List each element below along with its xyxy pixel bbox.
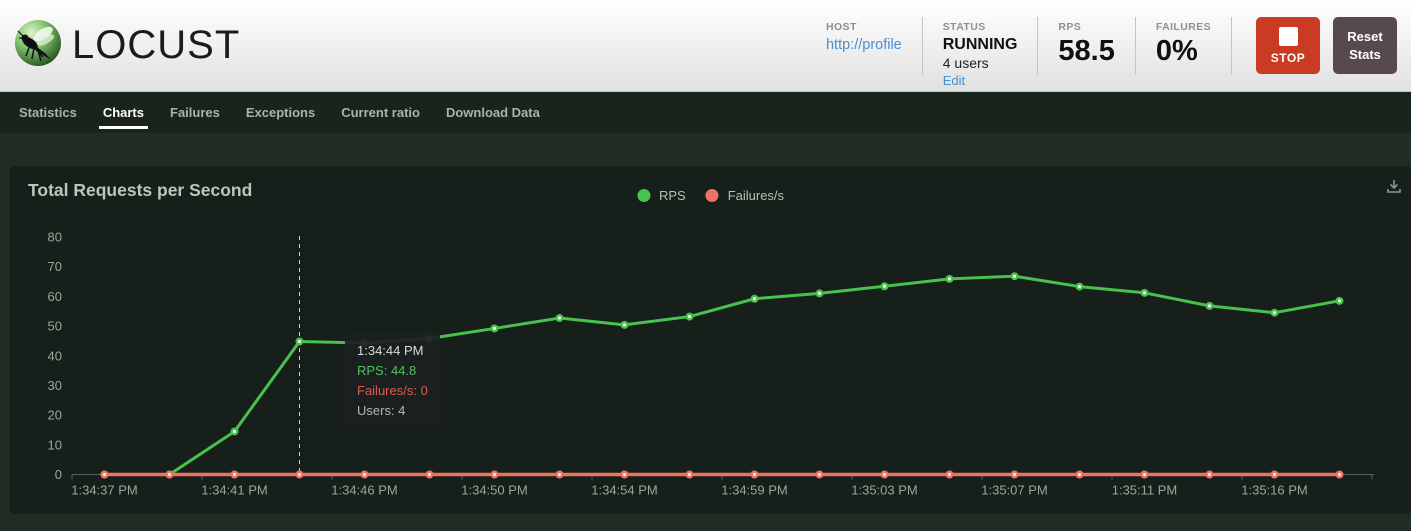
- top-bar: LOCUST HOST http://profile STATUS RUNNIN…: [0, 0, 1411, 92]
- y-axis-tick-label: 20: [48, 408, 62, 423]
- data-point-center-Failures/s: [1142, 472, 1147, 477]
- locust-logo-icon: [14, 19, 62, 72]
- rps-info: RPS 58.5: [1038, 16, 1136, 75]
- content-area: Total Requests per Second RPS Failures/s…: [0, 133, 1411, 531]
- status-label: STATUS: [942, 20, 986, 33]
- y-axis-tick-label: 70: [48, 259, 62, 274]
- data-point-center-Failures/s: [232, 472, 237, 477]
- host-link[interactable]: http://profile: [825, 36, 902, 53]
- data-point-center-Failures/s: [167, 472, 172, 477]
- host-info: HOST http://profile: [806, 16, 923, 75]
- data-point-center-Failures/s: [687, 472, 692, 477]
- data-point-center-Failures/s: [817, 472, 822, 477]
- x-axis-tick-label: 1:34:50 PM: [461, 483, 528, 498]
- status-users: 4 users: [942, 54, 989, 71]
- data-point-center-RPS: [362, 341, 367, 345]
- y-axis-tick-label: 0: [55, 467, 62, 482]
- data-point-center-RPS: [817, 291, 822, 296]
- tab-current-ratio[interactable]: Current ratio: [341, 105, 420, 120]
- chart-panel: Total Requests per Second RPS Failures/s…: [10, 166, 1411, 514]
- y-axis-tick-label: 50: [48, 319, 62, 334]
- x-axis-tick-label: 1:34:46 PM: [331, 483, 398, 498]
- data-point-center-RPS: [687, 314, 692, 319]
- host-label: HOST: [825, 20, 857, 33]
- status-info: STATUS RUNNING 4 users Edit: [923, 16, 1039, 88]
- data-point-center-Failures/s: [1077, 472, 1082, 477]
- stop-square-icon: [1278, 26, 1298, 46]
- rps-chart[interactable]: 0 10 20 30 40 50 60 70 80 1:34:37 PM 1:34:41 PM 1:3…: [10, 166, 1411, 514]
- data-point-center-Failures/s: [427, 472, 432, 477]
- chart-legend: RPS Failures/s: [636, 188, 784, 203]
- chart-title: Total Requests per Second: [28, 180, 253, 200]
- logo: LOCUST: [14, 19, 240, 72]
- data-point-center-RPS: [1272, 311, 1277, 315]
- data-point-center-RPS: [947, 277, 952, 281]
- stop-button[interactable]: STOP: [1256, 17, 1320, 74]
- failures-value: 0%: [1155, 34, 1198, 67]
- rps-value: 58.5: [1058, 34, 1115, 67]
- x-axis-tick-label: 1:35:11 PM: [1112, 483, 1178, 498]
- rps-label: RPS: [1058, 20, 1082, 33]
- y-axis-tick-label: 40: [48, 348, 62, 363]
- rps-legend-dot-icon: [636, 189, 650, 202]
- y-axis-tick-label: 60: [48, 289, 62, 304]
- y-axis-tick-label: 10: [48, 437, 62, 452]
- edit-link[interactable]: Edit: [942, 72, 966, 88]
- failures-label: FAILURES: [1155, 20, 1211, 33]
- data-point-center-RPS: [232, 429, 237, 434]
- x-axis-tick-label: 1:35:03 PM: [851, 483, 918, 498]
- data-point-center-RPS: [1337, 299, 1342, 303]
- tab-download-data[interactable]: Download Data: [445, 105, 540, 120]
- data-point-center-Failures/s: [557, 472, 562, 477]
- chart-area: 0 10 20 30 40 50 60 70 80 1:34:37 PM 1:34:41 PM 1:3…: [10, 166, 1411, 514]
- data-point-center-RPS: [622, 323, 627, 327]
- data-point-center-RPS: [492, 326, 497, 331]
- tab-charts[interactable]: Charts: [90, 92, 157, 133]
- data-point-center-Failures/s: [102, 472, 107, 477]
- header-stats: HOST http://profile STATUS RUNNING 4 use…: [806, 16, 1397, 88]
- app-title: LOCUST: [72, 23, 241, 67]
- x-axis-tick-label: 1:35:07 PM: [981, 483, 1048, 498]
- legend-item-rps[interactable]: RPS: [636, 188, 686, 203]
- x-axis-tick-label: 1:34:59 PM: [721, 483, 788, 498]
- tab-statistics[interactable]: Statistics: [19, 105, 77, 120]
- data-point-center-RPS: [427, 336, 432, 341]
- series-line-RPS: [103, 274, 1341, 476]
- data-point-center-RPS: [1012, 274, 1017, 278]
- y-axis-tick-label: 80: [48, 230, 62, 245]
- tab-exceptions[interactable]: Exceptions: [245, 105, 316, 120]
- data-point-center-Failures/s: [297, 472, 302, 477]
- y-axis-tick-label: 30: [48, 378, 62, 393]
- data-point-center-RPS: [1207, 304, 1212, 308]
- x-axis-tick-label: 1:34:54 PM: [591, 483, 658, 498]
- data-point-center-Failures/s: [492, 472, 497, 477]
- legend-item-failures[interactable]: Failures/s: [705, 188, 784, 203]
- failures-info: FAILURES 0%: [1136, 16, 1232, 75]
- data-point-center-RPS: [752, 297, 757, 301]
- header-buttons: STOP Reset Stats: [1256, 17, 1397, 74]
- failures-legend-dot-icon: [705, 189, 719, 202]
- data-point-center-Failures/s: [1272, 472, 1277, 477]
- x-axis-tick-label: 1:34:37 PM: [71, 483, 138, 498]
- data-point-center-Failures/s: [362, 472, 367, 477]
- data-point-center-Failures/s: [622, 472, 627, 477]
- main-nav: Statistics Charts Failures Exceptions Cu…: [0, 92, 1411, 133]
- data-point-center-Failures/s: [1012, 472, 1017, 477]
- x-axis-tick-label: 1:35:16 PM: [1241, 483, 1308, 498]
- data-point-center-Failures/s: [947, 472, 952, 477]
- status-value: RUNNING: [942, 35, 1018, 53]
- x-axis-tick-label: 1:34:41 PM: [201, 483, 268, 498]
- reset-stats-button[interactable]: Reset Stats: [1333, 17, 1397, 74]
- data-point-center-Failures/s: [1207, 472, 1212, 477]
- data-point-center-Failures/s: [882, 472, 887, 477]
- data-point-center-RPS: [557, 316, 562, 320]
- data-point-center-Failures/s: [1337, 472, 1342, 477]
- data-point-center-RPS: [297, 339, 302, 344]
- download-chart-icon[interactable]: [1385, 178, 1403, 196]
- data-point-center-RPS: [1077, 284, 1082, 289]
- data-point-center-Failures/s: [752, 472, 757, 477]
- tab-failures[interactable]: Failures: [170, 105, 220, 120]
- data-point-center-RPS: [882, 284, 887, 288]
- data-point-center-RPS: [1142, 291, 1147, 295]
